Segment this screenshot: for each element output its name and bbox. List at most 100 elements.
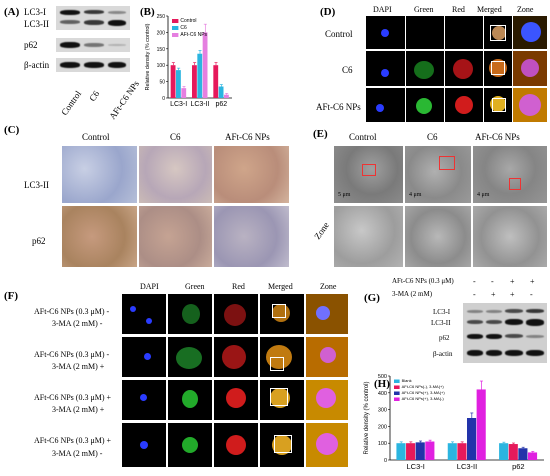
bar xyxy=(170,65,176,98)
blot-a-band xyxy=(60,62,80,68)
y-tick-label: 0 xyxy=(384,458,387,464)
panel-d-label: (D) xyxy=(320,6,336,18)
blot-g-band xyxy=(505,334,523,338)
panel-d-image xyxy=(366,88,405,122)
nucleus xyxy=(320,347,336,363)
x-tick-label: LC3-I xyxy=(170,101,187,108)
cell-red xyxy=(226,435,246,455)
blot-g-band xyxy=(486,320,502,324)
nucleus xyxy=(316,306,330,320)
panel-f-image xyxy=(168,380,212,420)
panel-f-col-red: Red xyxy=(232,282,245,291)
blot-g-band xyxy=(467,334,483,339)
nucleus xyxy=(316,388,336,408)
panel-g-sign: - xyxy=(530,290,533,299)
panel-g-sign: - xyxy=(473,277,476,286)
panel-d-col-dapi: DAPI xyxy=(373,5,392,14)
panel-g-sign: - xyxy=(491,277,494,286)
nucleus xyxy=(376,104,384,112)
zoom-box xyxy=(270,357,284,371)
panel-f-image xyxy=(168,337,212,377)
bar xyxy=(197,53,203,98)
panel-f-image xyxy=(260,423,304,467)
cell-green xyxy=(182,304,200,324)
ihc-image xyxy=(139,206,212,267)
cell xyxy=(492,26,506,40)
nucleus xyxy=(316,433,338,455)
y-tick-label: 150 xyxy=(157,47,166,53)
blot-a-band xyxy=(60,20,80,24)
cell-red xyxy=(453,59,473,79)
panel-d-image xyxy=(513,88,547,122)
nucleus xyxy=(521,59,539,77)
panel-d-image xyxy=(484,51,512,86)
panel-f-row-aft: AFt-C6 NPs (0.3 μM) - xyxy=(34,350,110,359)
panel-g-sign: + xyxy=(510,277,515,286)
nucleus xyxy=(146,318,152,324)
panel-f-image xyxy=(122,380,166,420)
panel-g-sign: + xyxy=(530,277,535,286)
bar xyxy=(218,86,224,98)
legend-label: AFt-C6 NPs xyxy=(180,32,207,38)
blot-a-band xyxy=(108,20,126,26)
panel-e-row-zone: Zone xyxy=(312,220,331,242)
bar xyxy=(467,418,477,460)
panel-e-col-control: Control xyxy=(349,132,377,142)
zoom-box xyxy=(509,178,521,190)
tem-image: 5 μm xyxy=(334,146,403,203)
panel-d-row-aft: AFt-C6 NPs xyxy=(316,102,361,112)
panel-d-image xyxy=(366,16,405,49)
cell-red xyxy=(455,96,473,114)
panel-d-col-merged: Merged xyxy=(477,5,502,14)
bar xyxy=(176,70,181,98)
x-tick-label: p62 xyxy=(512,462,525,471)
zoom-box xyxy=(272,304,286,318)
x-tick-label: p62 xyxy=(215,101,227,108)
bar xyxy=(224,94,229,98)
y-tick-label: 200 xyxy=(157,30,166,36)
legend-swatch xyxy=(172,26,179,30)
tem-zone-image xyxy=(473,206,547,267)
panel-e-col-c6: C6 xyxy=(427,132,438,142)
panel-a-label: (A) xyxy=(4,6,20,18)
nucleus xyxy=(519,94,541,116)
nucleus xyxy=(381,29,389,37)
blot-a-band xyxy=(60,42,80,48)
y-tick-label: 100 xyxy=(157,63,166,69)
bar xyxy=(447,443,457,460)
panel-d-row-c6: C6 xyxy=(342,65,353,75)
panel-f-image xyxy=(260,337,304,377)
panel-g-sign: - xyxy=(473,290,476,299)
zoom-box xyxy=(274,435,292,453)
y-axis-label: Relative density (% control) xyxy=(145,23,151,90)
panel-d-image xyxy=(445,51,483,86)
blot-a-col-control: Control xyxy=(59,88,84,118)
panel-f-row-3ma: 3-MA (2 mM) + xyxy=(52,362,105,371)
panel-f-image xyxy=(306,337,348,377)
x-tick-label: LC3-II xyxy=(457,462,477,471)
blot-g-band xyxy=(467,320,483,324)
panel-d-row-control: Control xyxy=(325,29,353,39)
blot-a-band xyxy=(84,10,104,14)
panel-g-cond2: 3-MA (2 mM) xyxy=(392,290,433,298)
zoom-box xyxy=(439,156,455,170)
panel-f-row-aft: AFt-C6 NPs (0.3 μM) + xyxy=(34,393,112,402)
bar xyxy=(181,88,187,98)
panel-f-image xyxy=(122,294,166,334)
blot-a-row-lc3ii: LC3-II xyxy=(24,19,49,29)
blot-g-band xyxy=(505,319,523,325)
scale-bar: 4 μm xyxy=(409,192,422,198)
blot-a-band xyxy=(60,10,80,15)
panel-d-image xyxy=(445,16,483,49)
blot-a-band xyxy=(84,62,104,68)
panel-d-image xyxy=(484,16,512,49)
blot-a-col-c6: C6 xyxy=(87,88,102,104)
panel-f-image xyxy=(306,294,348,334)
y-tick-label: 300 xyxy=(378,408,387,414)
bar xyxy=(396,443,406,460)
chart-b: 0 50 100 150 200 250 Relative density (% contr… xyxy=(145,14,232,108)
panel-f-row-3ma: 3-MA (2 mM) + xyxy=(52,405,105,414)
legend-label: AFt-C6 NPs(+), 3-MA(-) xyxy=(402,396,445,401)
panel-e-label: (E) xyxy=(313,128,328,140)
bar xyxy=(518,448,528,460)
